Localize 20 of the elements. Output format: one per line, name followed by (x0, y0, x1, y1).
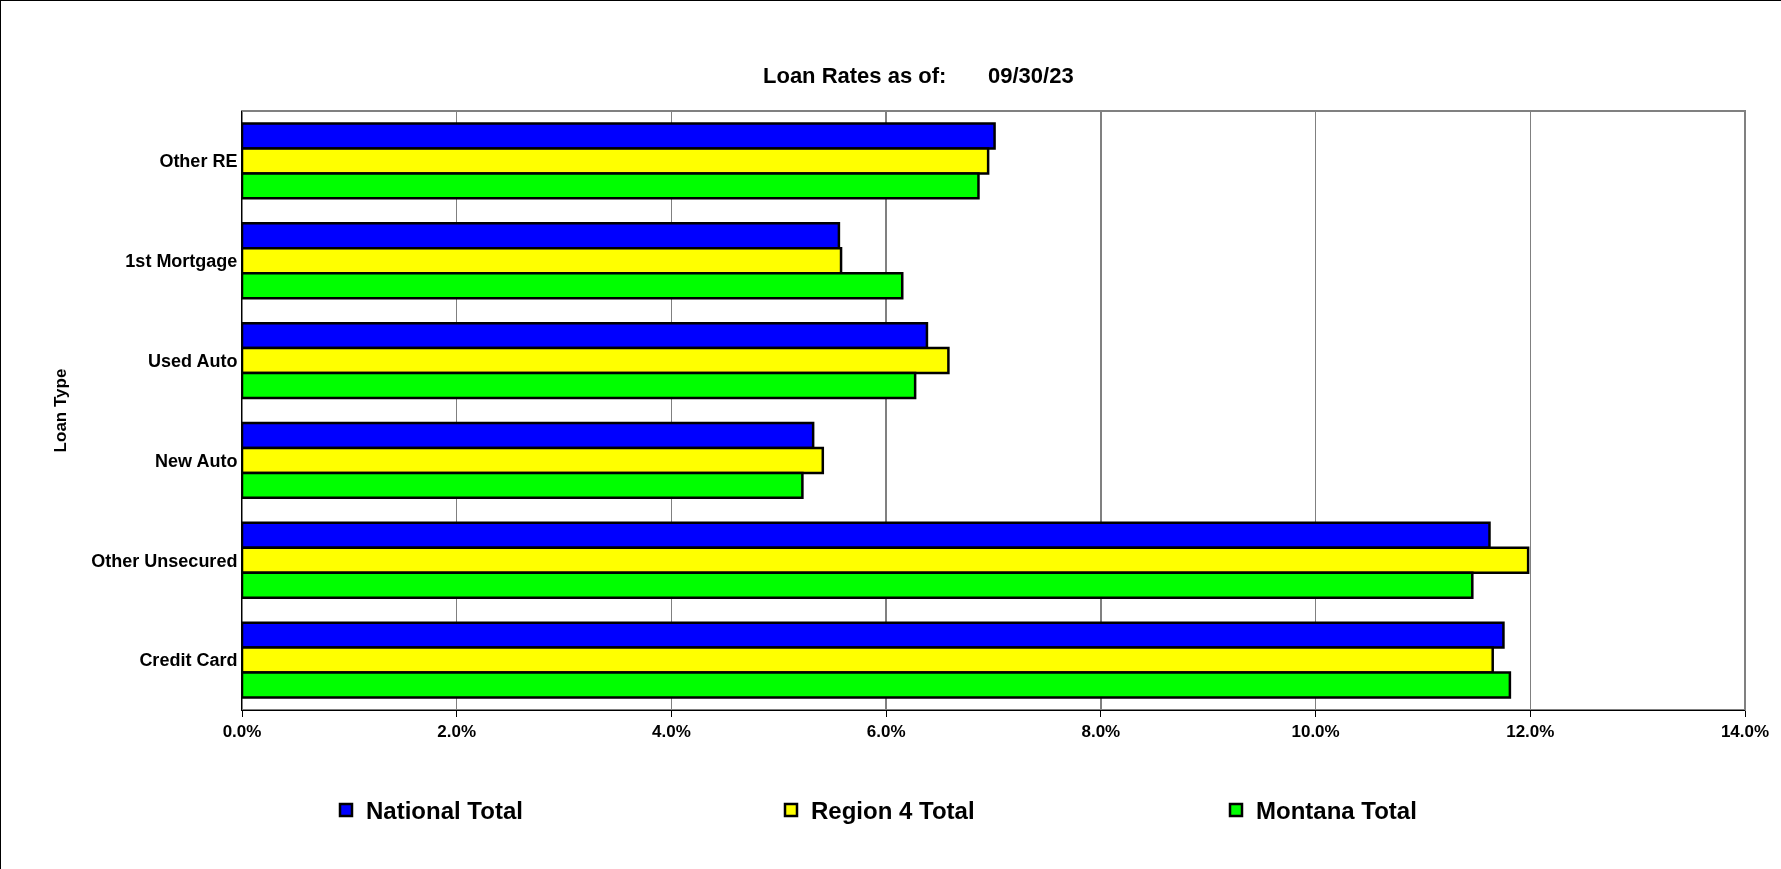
x-tick-label: 14.0% (1720, 722, 1770, 742)
x-tick-label: 8.0% (1081, 722, 1121, 742)
legend-label: Montana Total (1256, 797, 1417, 825)
y-axis-title: Loan Type (50, 368, 70, 453)
x-tick-label: 2.0% (437, 722, 477, 742)
x-tick-label: 12.0% (1506, 722, 1555, 742)
y-tick-label: Credit Card (139, 650, 238, 671)
y-tick-label: New Auto (155, 450, 238, 471)
x-tick-label: 10.0% (1291, 722, 1340, 742)
chart-title: Loan Rates as of: (763, 63, 947, 88)
y-tick-label: Other RE (159, 151, 238, 172)
x-tick-label: 6.0% (866, 722, 906, 742)
legend-label: Region 4 Total (811, 797, 975, 825)
y-tick-label: Other Unsecured (91, 550, 238, 571)
legend-label: National Total (366, 797, 523, 825)
y-tick-label: Used Auto (148, 350, 238, 371)
chart-subtitle: 09/30/23 (988, 63, 1074, 88)
y-tick-label: 1st Mortgage (125, 251, 238, 272)
x-tick-label: 4.0% (652, 722, 691, 742)
x-tick-label: 0.0% (222, 722, 262, 742)
